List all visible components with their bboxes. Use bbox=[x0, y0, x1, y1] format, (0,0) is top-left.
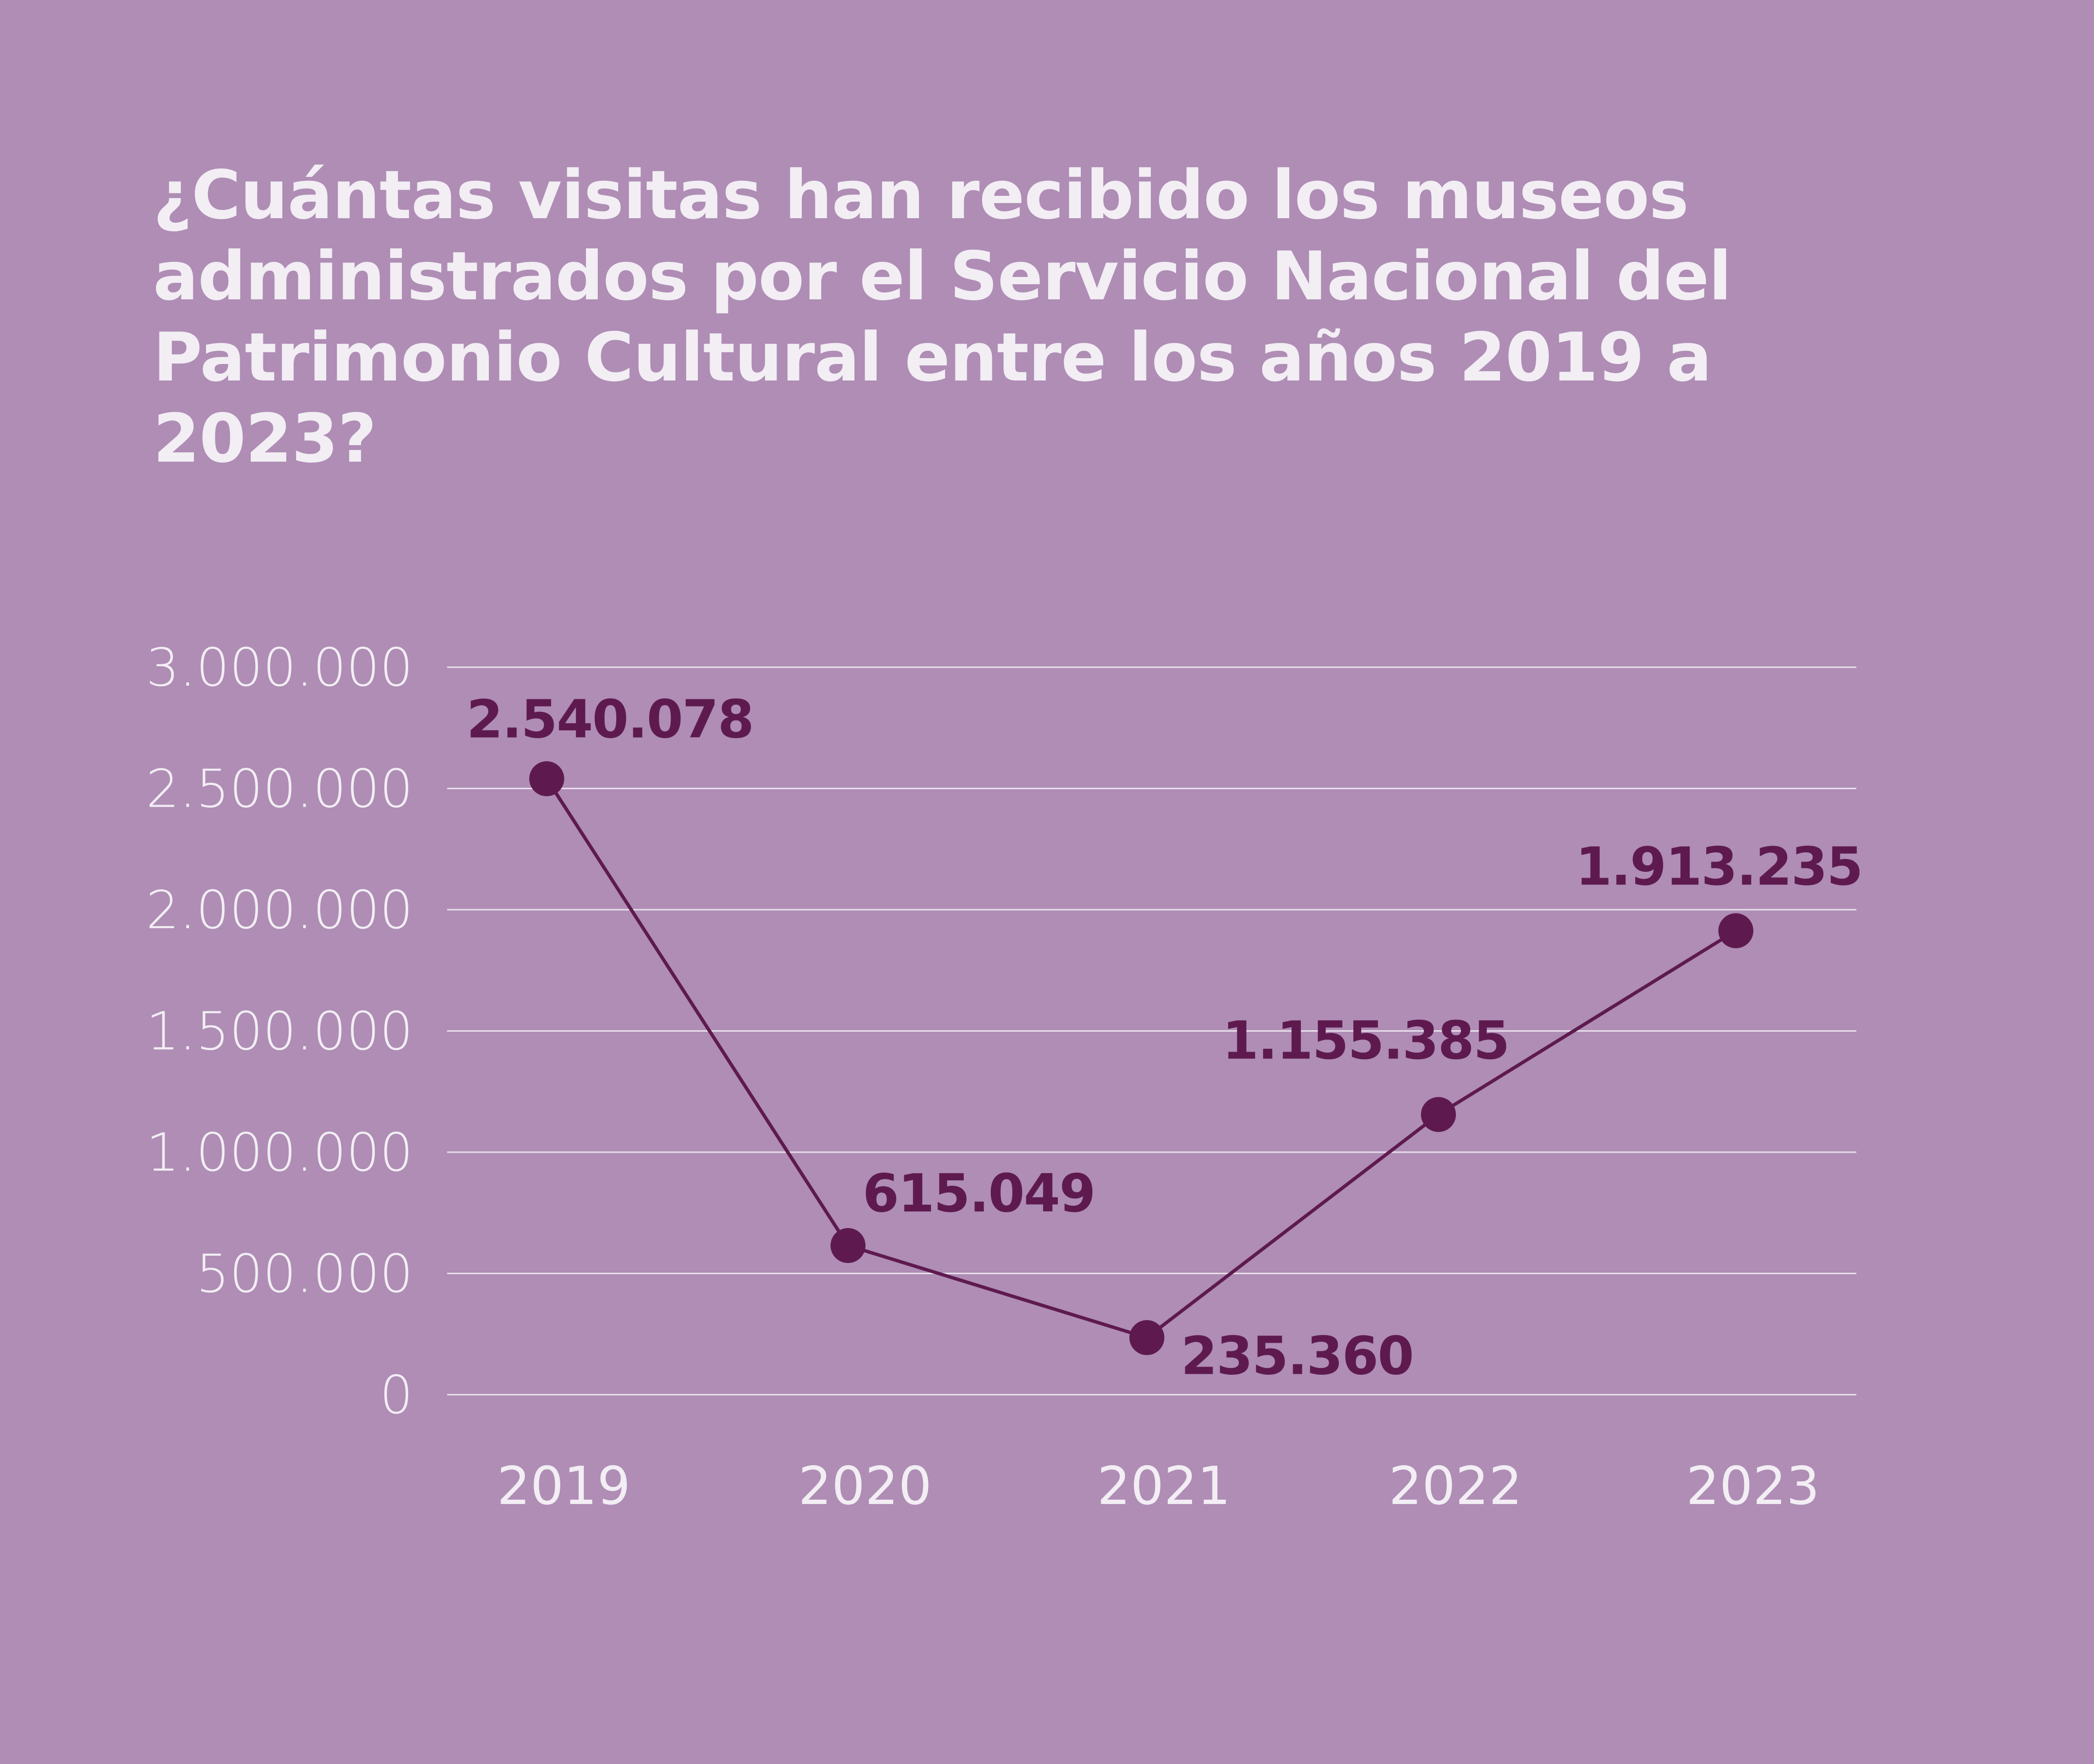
data-point bbox=[529, 761, 564, 796]
y-tick-label: 1.000.000 bbox=[146, 1123, 413, 1183]
y-tick-label: 2.500.000 bbox=[146, 759, 413, 820]
data-point bbox=[1129, 1320, 1164, 1355]
x-tick-label: 2022 bbox=[1389, 1456, 1523, 1517]
data-point bbox=[1718, 913, 1753, 949]
data-label: 1.913.235 bbox=[1575, 836, 1862, 897]
data-label: 2.540.078 bbox=[467, 690, 753, 750]
data-point bbox=[831, 1228, 865, 1263]
y-tick-label: 2.000.000 bbox=[146, 880, 413, 941]
y-tick-label: 1.500.000 bbox=[146, 1002, 413, 1062]
x-tick-label: 2020 bbox=[798, 1456, 932, 1517]
y-tick-label: 0 bbox=[380, 1365, 413, 1426]
data-label: 615.049 bbox=[863, 1163, 1095, 1224]
data-label: 1.155.385 bbox=[1222, 1010, 1509, 1071]
y-tick-label: 500.000 bbox=[196, 1244, 413, 1305]
x-tick-label: 2021 bbox=[1097, 1456, 1231, 1517]
x-tick-label: 2023 bbox=[1686, 1456, 1820, 1517]
chart-title: ¿Cuántas visitas han recibido los museos… bbox=[153, 156, 1731, 478]
x-tick-label: 2019 bbox=[497, 1456, 631, 1517]
data-point bbox=[1421, 1097, 1456, 1132]
y-tick-label: 3.000.000 bbox=[146, 638, 413, 698]
series-line bbox=[545, 778, 1737, 1340]
data-label: 235.360 bbox=[1181, 1326, 1413, 1387]
